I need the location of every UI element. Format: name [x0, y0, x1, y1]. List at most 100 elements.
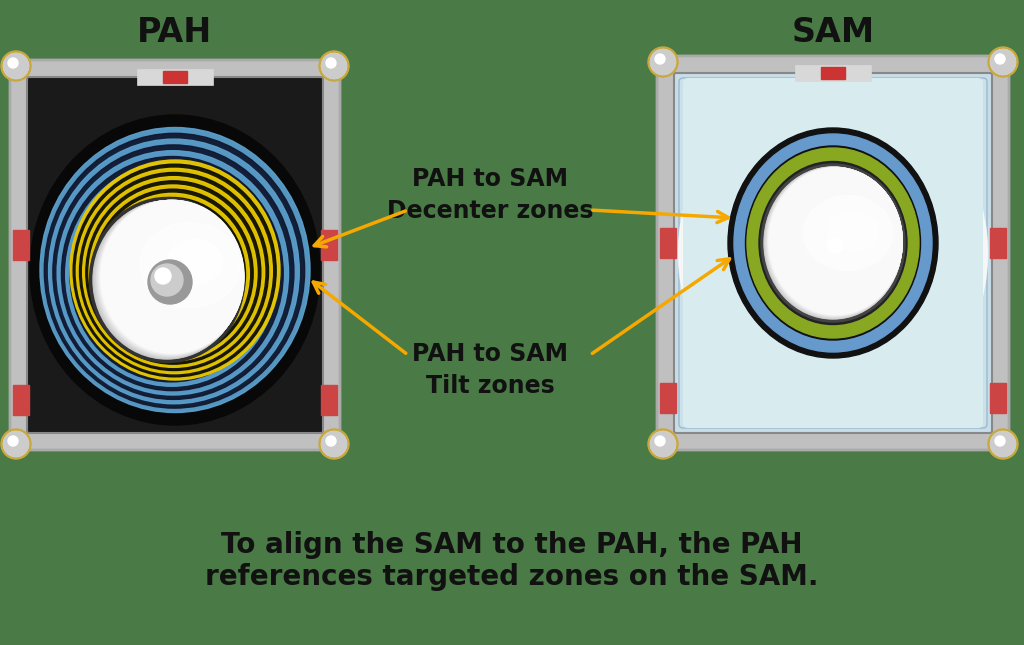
Ellipse shape	[680, 85, 986, 421]
Ellipse shape	[94, 201, 242, 358]
Circle shape	[648, 429, 678, 459]
FancyBboxPatch shape	[657, 56, 1009, 450]
Ellipse shape	[93, 201, 241, 359]
Circle shape	[8, 436, 18, 446]
Ellipse shape	[133, 243, 204, 317]
Ellipse shape	[162, 281, 169, 288]
Ellipse shape	[680, 84, 986, 421]
FancyBboxPatch shape	[674, 73, 992, 433]
Circle shape	[151, 264, 183, 296]
Ellipse shape	[104, 215, 229, 347]
Ellipse shape	[680, 86, 986, 421]
Bar	[660, 228, 676, 258]
Ellipse shape	[124, 231, 215, 326]
Ellipse shape	[79, 180, 262, 373]
Ellipse shape	[61, 157, 284, 391]
Circle shape	[988, 47, 1018, 77]
Ellipse shape	[66, 163, 278, 386]
Circle shape	[650, 50, 676, 75]
Circle shape	[3, 432, 29, 457]
Ellipse shape	[86, 181, 261, 364]
Ellipse shape	[746, 148, 919, 338]
Ellipse shape	[83, 186, 256, 369]
Ellipse shape	[761, 164, 905, 322]
Circle shape	[8, 58, 18, 68]
Circle shape	[155, 268, 171, 284]
Ellipse shape	[57, 151, 289, 395]
Ellipse shape	[30, 115, 319, 425]
Ellipse shape	[138, 261, 186, 312]
Circle shape	[990, 432, 1016, 457]
Circle shape	[322, 54, 346, 79]
Ellipse shape	[156, 284, 165, 294]
Ellipse shape	[121, 226, 219, 330]
Text: PAH: PAH	[137, 15, 213, 48]
Ellipse shape	[92, 189, 253, 358]
Ellipse shape	[53, 145, 294, 399]
Ellipse shape	[96, 201, 243, 356]
Ellipse shape	[764, 167, 902, 319]
Ellipse shape	[130, 250, 198, 321]
Circle shape	[319, 51, 349, 81]
Ellipse shape	[77, 168, 272, 373]
Circle shape	[650, 432, 676, 457]
Ellipse shape	[766, 168, 902, 317]
Ellipse shape	[115, 219, 226, 335]
Text: PAH to SAM
Decenter zones: PAH to SAM Decenter zones	[387, 166, 593, 223]
Ellipse shape	[134, 255, 193, 316]
Ellipse shape	[98, 201, 243, 355]
Ellipse shape	[146, 260, 188, 304]
Ellipse shape	[70, 168, 272, 382]
Ellipse shape	[678, 83, 987, 422]
Bar	[13, 385, 29, 415]
Ellipse shape	[108, 210, 234, 342]
Ellipse shape	[745, 146, 921, 340]
Ellipse shape	[98, 201, 244, 355]
Bar	[795, 65, 871, 81]
Circle shape	[988, 429, 1018, 459]
Circle shape	[322, 432, 346, 457]
Ellipse shape	[136, 248, 200, 313]
Ellipse shape	[97, 201, 243, 356]
Ellipse shape	[96, 201, 242, 357]
Text: To align the SAM to the PAH, the PAH: To align the SAM to the PAH, the PAH	[221, 531, 803, 559]
Ellipse shape	[168, 239, 222, 284]
Ellipse shape	[104, 206, 238, 345]
Ellipse shape	[80, 172, 268, 370]
Ellipse shape	[142, 256, 191, 307]
Ellipse shape	[99, 201, 244, 354]
Ellipse shape	[95, 194, 249, 355]
Ellipse shape	[156, 272, 176, 295]
Bar	[321, 230, 337, 260]
Bar	[990, 228, 1006, 258]
Circle shape	[650, 50, 676, 75]
Circle shape	[322, 54, 346, 79]
Ellipse shape	[152, 279, 171, 299]
Circle shape	[655, 54, 665, 64]
Ellipse shape	[127, 235, 211, 323]
Ellipse shape	[73, 164, 276, 377]
Ellipse shape	[122, 238, 208, 330]
Ellipse shape	[118, 223, 222, 333]
Ellipse shape	[91, 197, 246, 360]
Ellipse shape	[734, 134, 932, 352]
Ellipse shape	[112, 214, 230, 339]
Ellipse shape	[113, 226, 219, 338]
Circle shape	[648, 47, 678, 77]
Ellipse shape	[150, 264, 184, 301]
Ellipse shape	[769, 168, 902, 315]
Circle shape	[990, 432, 1016, 457]
Circle shape	[650, 432, 676, 457]
Ellipse shape	[768, 168, 902, 315]
Ellipse shape	[147, 273, 176, 303]
Ellipse shape	[679, 84, 987, 422]
FancyBboxPatch shape	[683, 78, 983, 428]
FancyBboxPatch shape	[27, 77, 323, 433]
Ellipse shape	[766, 167, 902, 317]
Ellipse shape	[139, 252, 196, 310]
Ellipse shape	[100, 201, 244, 353]
Ellipse shape	[117, 232, 214, 333]
Ellipse shape	[769, 168, 902, 315]
Ellipse shape	[803, 195, 893, 270]
Bar	[13, 230, 29, 260]
